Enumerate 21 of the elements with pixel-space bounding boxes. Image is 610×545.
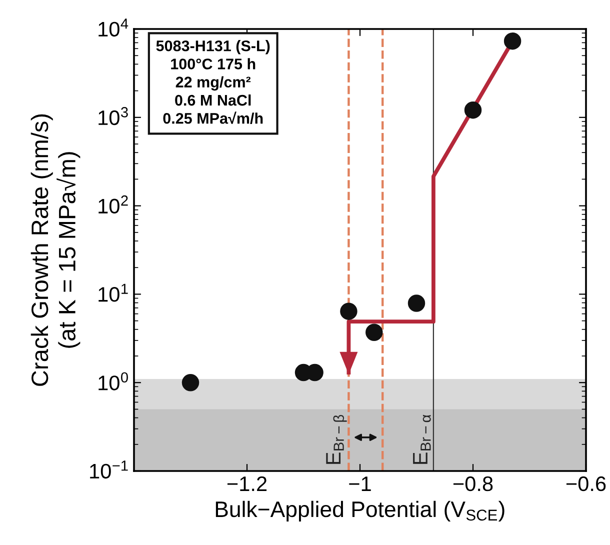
y-tick-label: 10$^{2}$ [98, 195, 128, 214]
y-tick-label: 10$^{4}$ [98, 18, 128, 37]
y-tick-label: 10$^{1}$ [98, 284, 128, 302]
annotation: 5083-H131 (S-L) 100°C 175 h 22 mg/cm² 0.6 M NaCl 0.25 MPa√m/h [156, 40, 270, 124]
point [340, 302, 358, 320]
x-tick-label: −0.8 [453, 476, 493, 492]
y-tick-label: 10$^{3}$ [98, 107, 128, 126]
y-axis-title: Crack Growth Rate (nm/s) (at K = 15 MPa√m) [30, 114, 80, 386]
point [408, 294, 426, 312]
y-tick-label: 10$^{−1}$ [90, 460, 128, 479]
point [464, 101, 482, 119]
point [366, 324, 383, 341]
ref-line-label: E$_{Br−α}$ [413, 414, 431, 464]
point [504, 32, 522, 50]
x-tick-label: −1 [349, 476, 371, 491]
ref-line-label: E$_{Br−β}$ [326, 414, 347, 464]
x-axis-title: Bulk−Applied Potential (V$_{SCE}$) [216, 500, 504, 522]
x-tick-label: −0.6 [566, 476, 606, 492]
y-tick-label: 10$^{0}$ [98, 372, 128, 390]
point [182, 374, 200, 392]
x-tick-label: −1.2 [227, 476, 267, 491]
